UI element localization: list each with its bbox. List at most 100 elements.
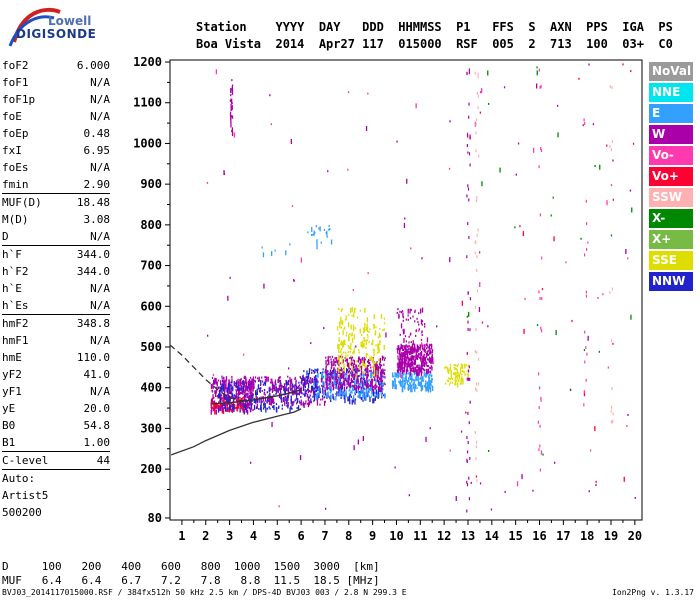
x-tick-label: 12 [437, 529, 451, 543]
echo-point [268, 387, 270, 393]
echo-point [325, 387, 327, 390]
echo-point [250, 388, 252, 391]
echo-point [402, 376, 404, 382]
echo-point [425, 351, 427, 354]
param-value: N/A [90, 282, 110, 295]
echo-point [391, 380, 394, 386]
echo-point [316, 239, 318, 245]
echo-point [226, 402, 228, 405]
echo-point [366, 373, 369, 379]
echo-point [324, 393, 327, 396]
echo-point [404, 357, 406, 363]
echo-point [251, 399, 253, 402]
echo-point [541, 297, 543, 301]
echo-point [305, 389, 307, 392]
echo-point [474, 71, 476, 75]
echo-point [398, 374, 400, 377]
echo-point [374, 330, 377, 336]
echo-point [231, 115, 234, 118]
echo-point [298, 381, 300, 384]
param-row-mufd: MUF(D) 18.48 [2, 194, 110, 211]
echo-point [584, 122, 586, 125]
echo-point [254, 398, 257, 404]
param-value: 6.000 [76, 59, 110, 72]
echo-point [309, 368, 311, 371]
echo-point [224, 406, 227, 412]
echo-point [312, 388, 314, 391]
echo-point [374, 395, 376, 401]
echo-point [245, 386, 247, 392]
echo-point [612, 159, 614, 162]
echo-point [425, 436, 427, 442]
echo-point [364, 371, 366, 374]
echo-point [239, 405, 242, 408]
echo-point [365, 368, 367, 371]
echo-point [431, 351, 433, 353]
echo-point [354, 367, 356, 373]
echo-point [312, 395, 314, 398]
echo-point [213, 400, 215, 403]
echo-point [330, 386, 332, 392]
echo-point [287, 401, 289, 407]
echo-point [383, 317, 385, 320]
echo-point [322, 371, 324, 374]
echo-point [379, 369, 381, 372]
echo-point [350, 378, 353, 380]
echo-point [477, 94, 479, 98]
echo-point [410, 355, 412, 361]
echo-point [474, 251, 476, 255]
echo-point [301, 378, 303, 384]
header-labels-row: Station YYYY DAY DDD HHMMSS P1 FFS S AXN… [196, 20, 673, 34]
echo-point [365, 384, 367, 387]
echo-point [342, 359, 344, 362]
echo-point [339, 369, 341, 374]
echo-point [358, 349, 360, 352]
echo-point [348, 398, 350, 401]
echo-point [363, 382, 365, 385]
echo-point [504, 490, 506, 493]
echo-point [407, 361, 409, 364]
echo-point [231, 89, 234, 95]
echo-point [611, 387, 613, 390]
echo-point [329, 228, 331, 230]
echo-point [359, 383, 361, 386]
d-value: 200 [68, 560, 108, 573]
echo-point [247, 380, 250, 386]
y-tick-label: 700 [140, 259, 162, 273]
echo-point [307, 388, 309, 391]
x-tick-label: 17 [556, 529, 570, 543]
echo-point [411, 362, 413, 365]
echo-point [225, 384, 227, 390]
echo-point [409, 384, 411, 387]
echo-point [367, 385, 370, 388]
echo-point [295, 397, 297, 400]
echo-point [410, 341, 412, 344]
echo-point [476, 92, 478, 95]
echo-point [347, 354, 349, 357]
echo-point [382, 383, 384, 385]
echo-point [475, 445, 477, 449]
echo-point [402, 361, 404, 364]
echo-point [359, 386, 361, 389]
echo-point [407, 308, 409, 314]
echo-point [351, 360, 353, 363]
echo-point [369, 384, 372, 387]
echo-point [337, 386, 339, 389]
echo-point [224, 398, 226, 401]
echo-point [227, 394, 230, 400]
echo-point [462, 364, 464, 370]
echo-point [302, 401, 304, 407]
echo-point [215, 402, 217, 404]
echo-point [405, 375, 407, 381]
echo-point [363, 392, 365, 398]
echo-point [247, 392, 249, 395]
muf-table: D 100 200 400 600 800 1000 1500 3000 [km… [2, 560, 386, 588]
echo-point [466, 370, 469, 373]
echo-point [361, 345, 363, 348]
echo-point [257, 377, 259, 380]
echo-point [378, 377, 381, 380]
echo-point [349, 333, 351, 336]
echo-point [363, 359, 366, 365]
echo-point [232, 404, 234, 409]
echo-point [403, 380, 405, 382]
